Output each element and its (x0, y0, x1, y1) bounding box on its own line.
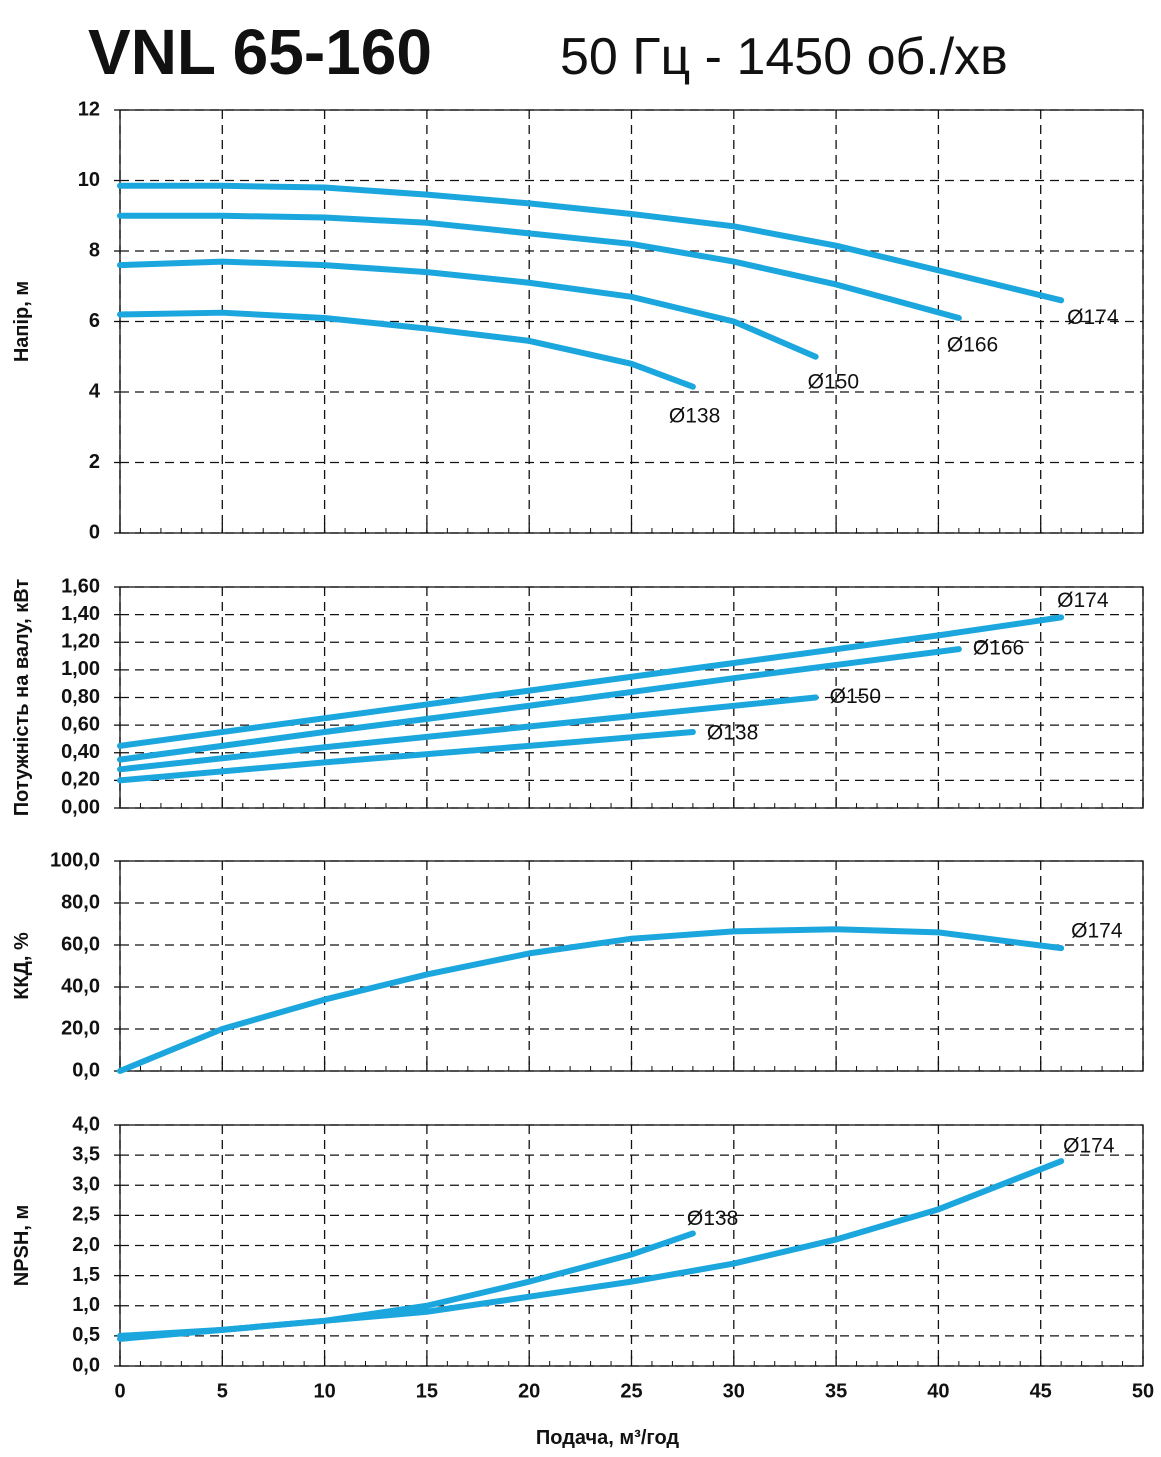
y-tick-label: 1,60 (61, 575, 100, 597)
y-tick-label: 1,0 (72, 1294, 100, 1316)
y-tick-label: 2,0 (72, 1234, 100, 1256)
y-axis-label: Напір, м (11, 281, 33, 362)
y-tick-label: 3,5 (72, 1143, 100, 1165)
plot-frame (119, 1124, 1144, 1367)
series-label: Ø166 (973, 637, 1024, 660)
y-tick-label: 3,0 (72, 1174, 100, 1196)
y-tick-label: 0,5 (72, 1324, 100, 1346)
curve (117, 258, 819, 360)
y-tick-label: 12 (78, 98, 100, 120)
x-tick-label: 15 (416, 1380, 438, 1402)
curve (117, 646, 962, 763)
curve (117, 212, 962, 321)
y-tick-label: 0,0 (72, 1059, 100, 1081)
curve (117, 1230, 696, 1339)
y-tick-label: 1,40 (61, 603, 100, 625)
y-tick-label: 60,0 (61, 933, 100, 955)
y-tick-label: 4 (89, 380, 101, 402)
y-tick-label: 0,60 (61, 713, 100, 735)
series-label: Ø174 (1057, 589, 1109, 612)
series-label: Ø150 (808, 370, 859, 393)
y-tick-label: 6 (89, 310, 100, 332)
y-tick-label: 0,00 (61, 796, 100, 818)
y-axis-label: ККД, % (11, 932, 33, 1000)
curve (117, 926, 1065, 1074)
y-tick-label: 1,5 (72, 1264, 100, 1286)
y-tick-label: 2,5 (72, 1204, 100, 1226)
x-tick-label: 0 (114, 1380, 125, 1402)
x-axis-label: Подача, м³/год (536, 1427, 680, 1449)
y-tick-label: 0,20 (61, 769, 100, 791)
x-tick-label: 35 (825, 1380, 847, 1402)
x-tick-label: 30 (723, 1380, 745, 1402)
chart-title: VNL 65-160 (88, 16, 432, 88)
series-label: Ø166 (947, 334, 998, 357)
plot-frame (119, 109, 1144, 534)
y-tick-label: 100,0 (50, 849, 100, 871)
series-label: Ø174 (1071, 920, 1123, 943)
y-tick-label: 0,0 (72, 1354, 100, 1376)
series-label: Ø138 (669, 404, 720, 427)
series-label: Ø174 (1063, 1135, 1115, 1158)
x-tick-label: 50 (1132, 1380, 1154, 1402)
chart-subtitle: 50 Гц - 1450 об./хв (560, 28, 1008, 86)
series-label: Ø138 (687, 1207, 738, 1230)
y-tick-label: 20,0 (61, 1017, 100, 1039)
y-tick-label: 0,40 (61, 741, 100, 763)
y-tick-label: 1,20 (61, 631, 100, 653)
x-tick-label: 5 (217, 1380, 228, 1402)
y-tick-label: 8 (89, 239, 100, 261)
curve (117, 729, 696, 784)
series-label: Ø150 (830, 685, 881, 708)
x-tick-label: 45 (1030, 1380, 1052, 1402)
y-tick-label: 40,0 (61, 975, 100, 997)
y-tick-label: 1,00 (61, 658, 100, 680)
y-tick-label: 4,0 (72, 1113, 100, 1135)
y-tick-label: 80,0 (61, 891, 100, 913)
curve (117, 309, 696, 390)
plot-frame (119, 860, 1144, 1072)
x-tick-label: 40 (927, 1380, 949, 1402)
x-tick-label: 25 (620, 1380, 642, 1402)
curve (117, 614, 1065, 749)
x-tick-label: 20 (518, 1380, 540, 1402)
plot-frame (119, 586, 1144, 809)
x-tick-label: 10 (313, 1380, 335, 1402)
curve (117, 1158, 1065, 1342)
y-axis-label: NPSH, м (11, 1205, 33, 1286)
y-tick-label: 2 (89, 451, 100, 473)
y-axis-label: Потужність на валу, кВт (11, 579, 33, 817)
y-tick-label: 0,80 (61, 686, 100, 708)
y-tick-label: 10 (78, 169, 100, 191)
series-label: Ø174 (1067, 306, 1119, 329)
curve (117, 694, 819, 773)
y-tick-label: 0 (89, 521, 100, 543)
series-label: Ø138 (707, 722, 758, 745)
curve (117, 182, 1065, 304)
